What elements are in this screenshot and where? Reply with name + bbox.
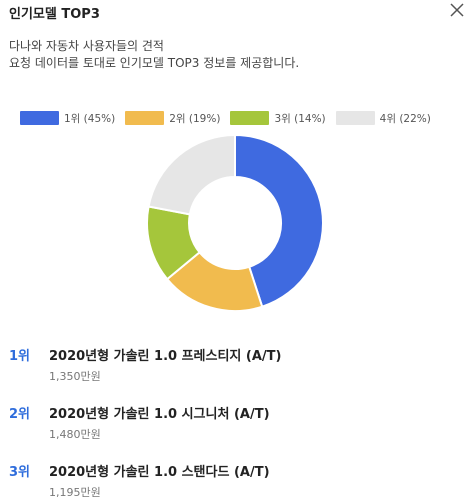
model-price: 1,480만원 bbox=[49, 428, 101, 441]
legend-swatch bbox=[20, 111, 59, 125]
description-line-2: 요청 데이터를 토대로 인기모델 TOP3 정보를 제공합니다. bbox=[9, 56, 300, 70]
close-icon[interactable] bbox=[449, 2, 465, 18]
legend-swatch bbox=[230, 111, 270, 125]
model-name[interactable]: 2020년형 가솔린 1.0 스탠다드 (A/T) bbox=[49, 465, 270, 480]
chart-legend: 1위 (45%) 2위 (19%) 3위 (14%) 4위 (22%) bbox=[20, 111, 431, 125]
legend-item[interactable]: 3위 (14%) bbox=[230, 111, 326, 125]
donut-slice-1[interactable] bbox=[234, 133, 324, 308]
legend-item[interactable]: 2위 (19%) bbox=[125, 111, 220, 125]
model-rank: 3위 bbox=[9, 465, 31, 480]
model-name[interactable]: 2020년형 가솔린 1.0 시그니처 (A/T) bbox=[49, 407, 270, 422]
legend-item[interactable]: 1위 (45%) bbox=[20, 111, 115, 125]
legend-label: 3위 (14%) bbox=[274, 112, 326, 125]
legend-label: 4위 (22%) bbox=[379, 112, 431, 125]
description-line-1: 다나와 자동차 사용자들의 견적 bbox=[9, 39, 164, 53]
model-list: 1위 2020년형 가솔린 1.0 프레스티지 (A/T) 1,350만원 2위… bbox=[9, 343, 449, 501]
model-rank: 2위 bbox=[9, 407, 31, 422]
description: 다나와 자동차 사용자들의 견적 요청 데이터를 토대로 인기모델 TOP3 정… bbox=[9, 38, 299, 72]
model-price: 1,195만원 bbox=[49, 486, 101, 499]
legend-swatch bbox=[335, 111, 375, 125]
legend-swatch bbox=[125, 111, 165, 125]
model-rank: 1위 bbox=[9, 349, 31, 364]
legend-label: 1위 (45%) bbox=[64, 112, 116, 125]
donut-chart bbox=[146, 133, 324, 312]
model-price: 1,350만원 bbox=[49, 370, 101, 383]
legend-label: 2위 (19%) bbox=[169, 112, 221, 125]
donut-slice-4[interactable] bbox=[147, 133, 236, 216]
model-item-3[interactable]: 3위 2020년형 가솔린 1.0 스탠다드 (A/T) 1,195만원 bbox=[9, 459, 449, 501]
model-item-1[interactable]: 1위 2020년형 가솔린 1.0 프레스티지 (A/T) 1,350만원 bbox=[9, 343, 449, 401]
legend-item[interactable]: 4위 (22%) bbox=[335, 111, 431, 125]
panel-title: 인기모델 TOP3 bbox=[9, 7, 100, 22]
model-name[interactable]: 2020년형 가솔린 1.0 프레스티지 (A/T) bbox=[49, 349, 282, 364]
model-item-2[interactable]: 2위 2020년형 가솔린 1.0 시그니처 (A/T) 1,480만원 bbox=[9, 401, 449, 459]
